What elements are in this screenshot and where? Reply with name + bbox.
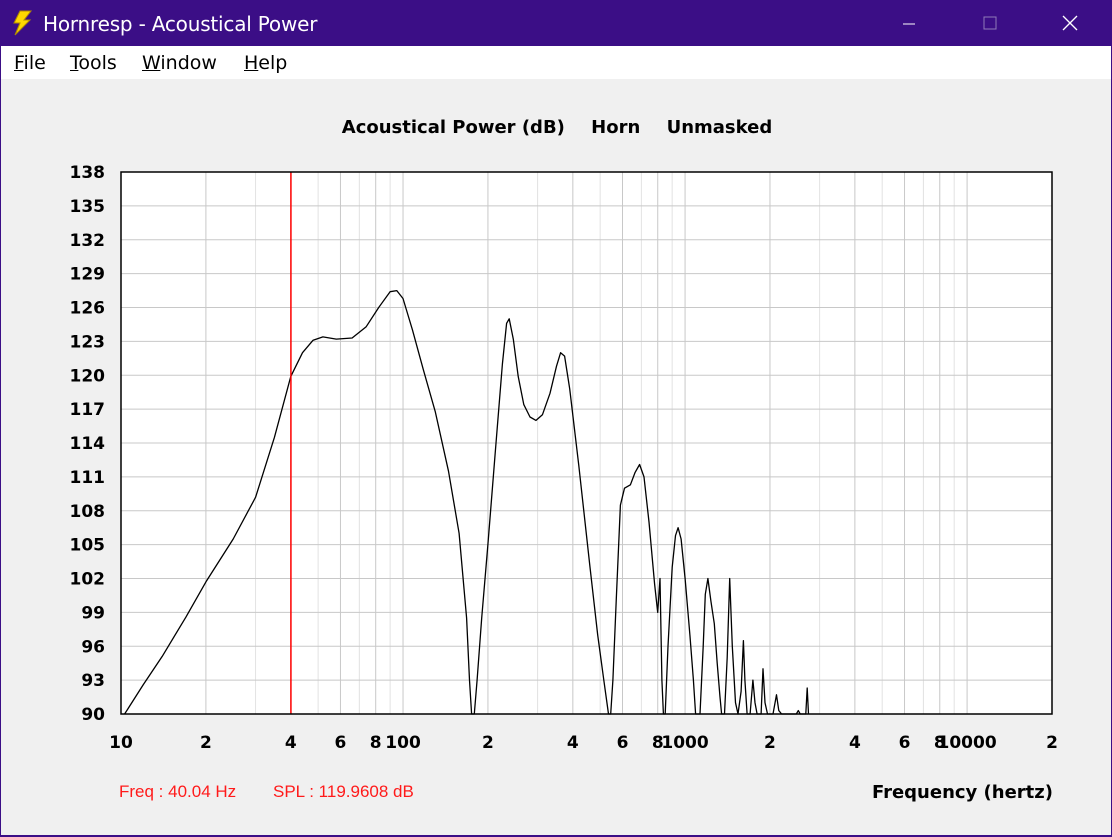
chart-title-quantity: Acoustical Power (dB) <box>341 117 565 138</box>
y-tick-label: 96 <box>81 637 105 657</box>
chart-title-mask: Unmasked <box>666 117 773 138</box>
x-tick-label: 4 <box>285 733 297 753</box>
x-tick-label: 2 <box>764 733 776 753</box>
x-tick-label: 6 <box>899 733 911 753</box>
y-tick-label: 126 <box>70 299 106 319</box>
y-tick-label: 138 <box>70 163 106 183</box>
frequency-readout: Freq : 40.04 Hz <box>119 782 237 801</box>
y-tick-label: 123 <box>70 332 106 352</box>
menu-tools[interactable]: Tools <box>70 52 117 74</box>
y-tick-label: 135 <box>70 197 106 217</box>
y-tick-label: 132 <box>70 231 106 251</box>
power-response-line <box>124 289 810 715</box>
y-tick-label: 102 <box>70 570 106 590</box>
plot-frame <box>120 171 1053 715</box>
menu-bar: File Tools Window Help <box>1 46 1111 79</box>
spl-readout: SPL : 119.9608 dB <box>273 782 414 801</box>
title-bar[interactable]: Hornresp - Acoustical Power <box>1 1 1111 46</box>
menu-file[interactable]: File <box>14 52 46 74</box>
chart-title: Acoustical Power (dB) Horn Unmasked <box>1 117 1112 138</box>
x-tick-label: 100 <box>385 733 421 753</box>
menu-window[interactable]: Window <box>142 52 217 74</box>
y-tick-label: 90 <box>81 705 105 725</box>
y-tick-label: 129 <box>70 265 106 285</box>
menu-help[interactable]: Help <box>244 52 288 74</box>
x-tick-label: 8 <box>934 733 946 753</box>
close-button[interactable] <box>1047 1 1093 46</box>
x-tick-label: 6 <box>617 733 629 753</box>
lightning-bolt-icon <box>11 10 33 36</box>
x-tick-label: 6 <box>335 733 347 753</box>
y-tick-label: 105 <box>70 536 106 556</box>
x-tick-label: 10000 <box>938 733 997 753</box>
y-tick-label: 120 <box>70 366 106 386</box>
maximize-icon <box>983 16 997 30</box>
y-tick-label: 114 <box>70 434 106 454</box>
close-icon <box>1062 15 1078 31</box>
x-tick-label: 4 <box>567 733 579 753</box>
x-tick-label: 1000 <box>661 733 708 753</box>
y-tick-label: 111 <box>70 468 106 488</box>
window-title: Hornresp - Acoustical Power <box>43 12 318 36</box>
x-tick-label: 2 <box>1046 733 1058 753</box>
y-tick-label: 117 <box>70 400 106 420</box>
x-tick-label: 4 <box>849 733 861 753</box>
x-tick-label: 8 <box>370 733 382 753</box>
maximize-button[interactable] <box>967 1 1013 46</box>
x-axis-label: Frequency (hertz) <box>871 782 1053 803</box>
x-tick-label: 8 <box>652 733 664 753</box>
minimize-icon <box>903 23 915 25</box>
y-tick-label: 108 <box>70 502 106 522</box>
x-tick-label: 10 <box>109 733 133 753</box>
x-tick-label: 2 <box>482 733 494 753</box>
y-tick-label: 93 <box>81 671 105 691</box>
minimize-button[interactable] <box>886 1 932 46</box>
x-tick-label: 2 <box>200 733 212 753</box>
chart-title-mode: Horn <box>591 117 641 138</box>
y-tick-label: 99 <box>81 603 105 623</box>
